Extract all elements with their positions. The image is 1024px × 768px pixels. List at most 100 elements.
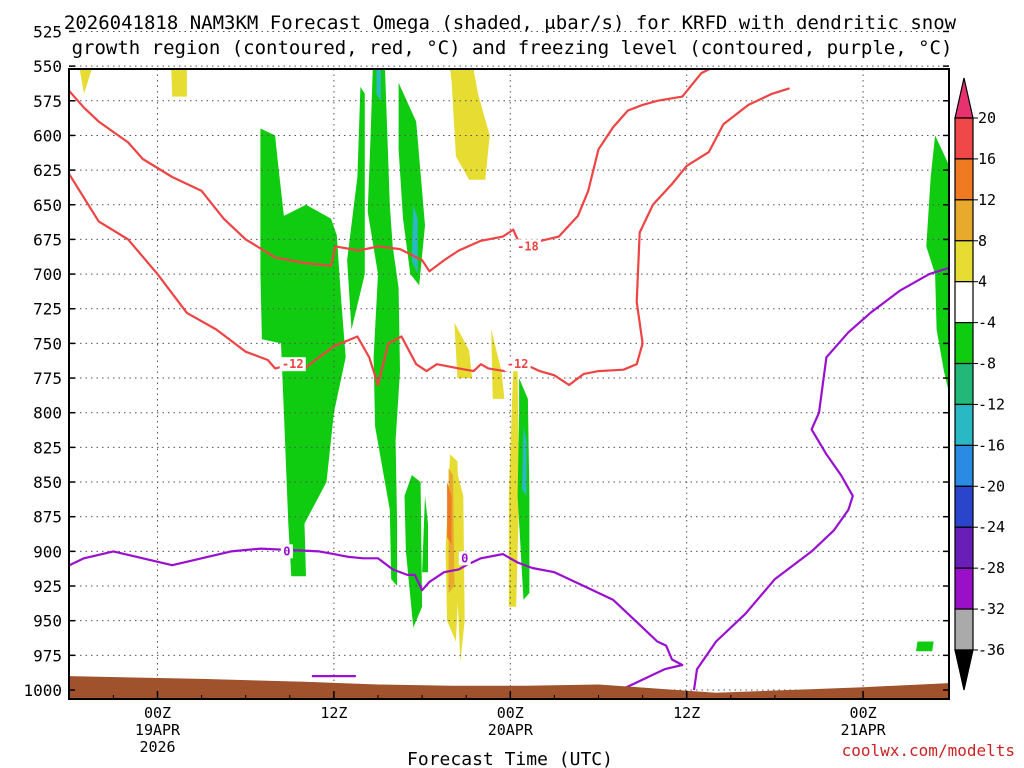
colorbar-label: -36 [978, 641, 1005, 659]
omega-region [260, 128, 346, 577]
omega-region [171, 70, 187, 97]
pressure-axis: 525 550 575 600 625 650 675 700 725 750 775 800 825 8… [23, 22, 949, 700]
colorbar-segment [954, 117, 974, 160]
omega-region [916, 641, 934, 652]
x-tick-label: 12Z [320, 704, 347, 722]
y-tick-label: 600 [33, 126, 62, 145]
x-tick-label: 00Z [850, 704, 877, 722]
y-tick-label: 850 [33, 473, 62, 492]
colorbar: 20 16 12 8 4 -4 -8 -12 -16 -20 -24 -28 -32 -36 [954, 77, 1005, 691]
colorbar-label: -20 [978, 477, 1005, 495]
y-tick-label: 925 [33, 577, 62, 596]
y-tick-label: 750 [33, 334, 62, 353]
colorbar-segment [954, 199, 974, 242]
freezing-contour-label: 0 [461, 551, 468, 565]
y-tick-label: 575 [33, 92, 62, 111]
colorbar-label: -24 [978, 518, 1005, 536]
colorbar-label: -12 [978, 395, 1005, 413]
omega-region [404, 475, 423, 628]
x-tick-label: 00Z [497, 704, 524, 722]
dgz-label-bg [504, 357, 531, 372]
omega-region [398, 82, 425, 286]
gridlines [69, 30, 949, 699]
y-tick-label: 725 [33, 300, 62, 319]
colorbar-segment [954, 281, 974, 324]
colorbar-segment [954, 526, 974, 569]
colorbar-label: -28 [978, 559, 1005, 577]
y-tick-label: 950 [33, 612, 62, 631]
omega-region [79, 70, 92, 94]
colorbar-segment [954, 362, 974, 406]
colorbar-segment [954, 567, 974, 610]
x-tick-label: 2026 [139, 738, 175, 756]
colorbar-label: 4 [978, 273, 987, 291]
dgz-contour-line [70, 70, 710, 273]
y-tick-label: 800 [33, 404, 62, 423]
dgz-contour-line [70, 87, 790, 387]
omega-region [926, 135, 948, 389]
omega-region [422, 495, 428, 573]
colorbar-segment [954, 240, 974, 283]
omega-region [447, 482, 452, 545]
colorbar-label: -4 [978, 314, 996, 332]
y-tick-label: 650 [33, 196, 62, 215]
colorbar-label: 20 [978, 109, 996, 127]
colorbar-bottom-arrow [954, 649, 974, 691]
dgz-contour-label: -12 [507, 357, 529, 371]
omega-region [376, 70, 381, 101]
y-tick-label: 900 [33, 542, 62, 561]
x-tick-label: 19APR [135, 721, 181, 739]
colorbar-label: -8 [978, 355, 996, 373]
dgz-contour-label: -12 [282, 357, 304, 371]
freezing-label-bg [280, 544, 293, 559]
omega-shading-layer [79, 70, 948, 663]
dgz-label-bg [279, 357, 306, 372]
y-tick-label: 675 [33, 230, 62, 249]
y-tick-label: 825 [33, 438, 62, 457]
freezing-contour-label: 0 [283, 544, 290, 558]
colorbar-label: 8 [978, 232, 987, 250]
terrain-fill [69, 676, 949, 699]
dgz-label-bg [514, 239, 541, 254]
y-tick-label: 775 [33, 369, 62, 388]
chart-title-line1: 2026041818 NAM3KM Forecast Omega (shaded… [64, 12, 957, 34]
y-tick-label: 525 [33, 22, 62, 41]
y-tick-label: 550 [33, 57, 62, 76]
omega-region [522, 426, 527, 496]
colorbar-top-arrow [954, 77, 974, 119]
colorbar-label: -32 [978, 600, 1005, 618]
x-tick-label: 20APR [488, 721, 534, 739]
colorbar-segment [954, 485, 974, 528]
plot-frame [68, 68, 950, 700]
colorbar-segment [954, 403, 974, 446]
colorbar-segment [954, 322, 974, 365]
freezing-level-line [692, 266, 948, 691]
x-tick-label: 12Z [673, 704, 700, 722]
x-axis-title: Forecast Time (UTC) [407, 749, 613, 768]
omega-region [367, 70, 400, 586]
omega-region [454, 322, 473, 379]
x-tick-label: 21APR [841, 721, 887, 739]
freezing-level-line [70, 547, 684, 691]
colorbar-segment [954, 608, 974, 651]
dgz-contour-layer: -18 -12 -12 [70, 70, 790, 387]
y-tick-label: 875 [33, 508, 62, 527]
freezing-label-bg [458, 551, 471, 566]
omega-region [347, 86, 365, 330]
colorbar-segment [954, 158, 974, 201]
y-tick-label: 975 [33, 646, 62, 665]
dgz-contour-label: -18 [517, 239, 539, 253]
omega-region [508, 368, 520, 607]
y-tick-label: 625 [33, 161, 62, 180]
x-tick-label: 00Z [144, 704, 171, 722]
colorbar-label: 16 [978, 150, 996, 168]
omega-region [450, 70, 490, 180]
y-tick-label: 700 [33, 265, 62, 284]
colorbar-segment [954, 444, 974, 487]
omega-region [491, 329, 505, 399]
y-tick-label: 1000 [23, 681, 62, 700]
terrain-layer [69, 676, 949, 699]
